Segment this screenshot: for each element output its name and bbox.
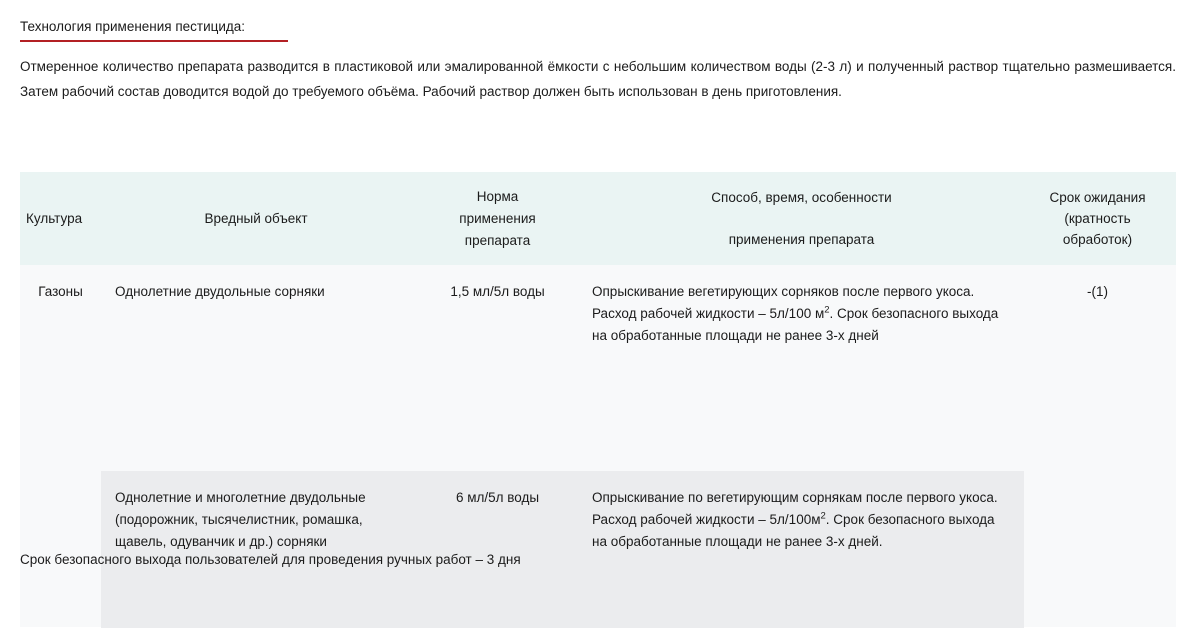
column-header-waiting-line1: Срок ожидания <box>1049 190 1146 205</box>
cell-waiting-period: -(1) <box>1087 284 1108 299</box>
cell-norm: 6 мл/5л воды <box>455 490 540 505</box>
cell-method: Опрыскивание по вегетирующим сорнякам по… <box>584 487 1019 553</box>
page-title-block: Технология применения пестицида: <box>20 18 288 42</box>
title-underline-rule <box>20 40 288 42</box>
column-header-pest-label: Вредный объект <box>204 210 308 226</box>
column-header-method-line2: применения препарата <box>728 231 875 247</box>
cell-method-superscript: 2 <box>824 304 830 316</box>
cell-method-text-part2: . Срок безопасного выхода на обработанны… <box>592 512 995 549</box>
intro-paragraph: Отмеренное количество препарата разводит… <box>20 54 1176 104</box>
cell-culture: Газоны <box>38 284 83 299</box>
intro-paragraph-text: Отмеренное количество препарата разводит… <box>20 59 1176 99</box>
cell-method-text-part2: . Срок безопасного выхода на обработанны… <box>592 306 999 343</box>
cell-method-superscript: 2 <box>820 510 826 522</box>
column-header-pest: Вредный объект <box>101 172 411 265</box>
column-header-method-line1: Способ, время, особенности <box>711 189 892 205</box>
column-header-culture: Культура <box>20 172 101 265</box>
cell-method-text-part1: Опрыскивание по вегетирующим сорнякам по… <box>592 490 998 527</box>
column-header-norm: Норма применения препарата <box>411 172 584 265</box>
safety-footer-note: Срок безопасного выхода пользователей дл… <box>20 552 521 567</box>
column-header-method: Способ, время, особенности применения пр… <box>584 172 1019 265</box>
column-header-culture-label: Культура <box>26 210 83 226</box>
cell-pest: Однолетние двудольные сорняки <box>115 284 325 299</box>
table-row-content: Однолетние и многолетние двудольные (под… <box>101 471 1024 553</box>
table-row: Газоны Однолетние двудольные сорняки 1,5… <box>20 265 1176 371</box>
column-header-norm-line1: Норма <box>476 188 519 204</box>
column-header-norm-line3: препарата <box>464 232 531 248</box>
column-header-waiting-line2: (кратность <box>1064 211 1131 226</box>
page-title: Технология применения пестицида: <box>20 19 246 34</box>
application-rates-table: Культура Вредный объект Норма применения… <box>20 172 1176 628</box>
cell-method: Опрыскивание вегетирующих сорняков после… <box>584 281 1019 371</box>
column-header-waiting-period: Срок ожидания (кратность обработок) <box>1019 172 1176 265</box>
cell-method-text-part1: Опрыскивание вегетирующих сорняков после… <box>592 284 975 321</box>
column-header-norm-line2: применения <box>459 210 536 226</box>
table-header-row: Культура Вредный объект Норма применения… <box>20 172 1176 265</box>
table-body: Газоны Однолетние двудольные сорняки 1,5… <box>20 265 1176 628</box>
cell-norm: 1,5 мл/5л воды <box>450 284 545 299</box>
column-header-waiting-line3: обработок) <box>1062 232 1133 247</box>
cell-pest: Однолетние и многолетние двудольные (под… <box>115 490 366 549</box>
